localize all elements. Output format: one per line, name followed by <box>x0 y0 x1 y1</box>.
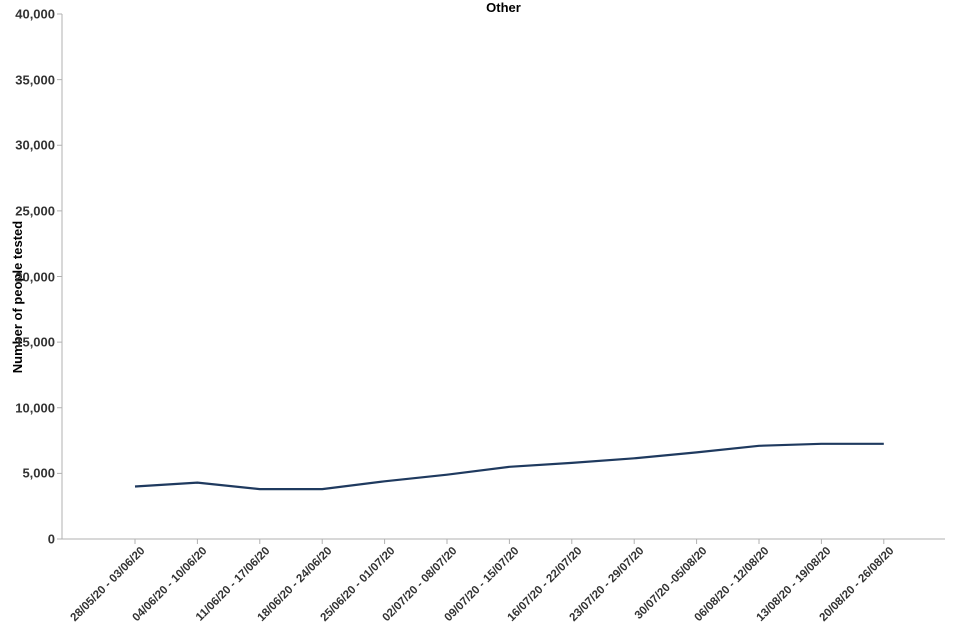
y-tick-label: 15,000 <box>15 334 55 350</box>
y-tick-label: 20,000 <box>15 269 55 284</box>
y-tick-label: 35,000 <box>15 72 55 88</box>
y-tick-label: 10,000 <box>15 400 55 416</box>
chart-title: Other <box>486 0 521 15</box>
data-line <box>134 442 884 491</box>
y-tick-label: 30,000 <box>15 137 55 153</box>
y-tick-label: 25,000 <box>15 203 55 219</box>
y-tick-label: 5,000 <box>22 465 55 481</box>
y-tick-label: 0 <box>47 531 55 547</box>
y-tick-label: 40,000 <box>15 6 55 22</box>
